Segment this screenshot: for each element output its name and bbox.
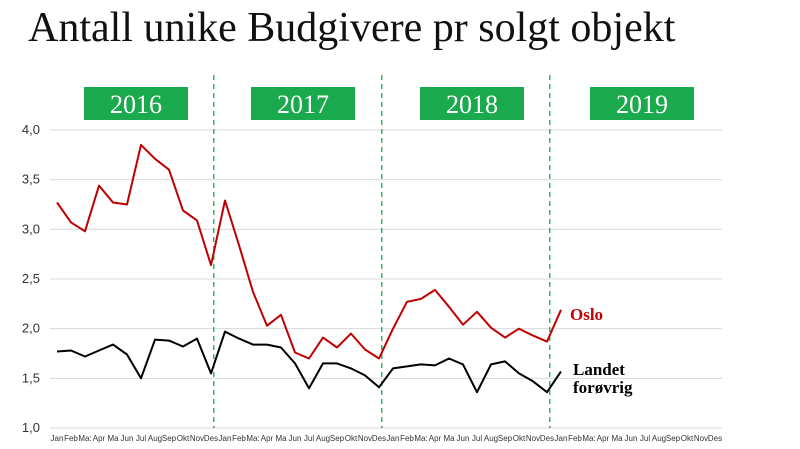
- x-tick-label: Ma: [611, 434, 623, 443]
- x-tick-label: Aug: [484, 434, 498, 443]
- x-tick-label: Okt: [177, 434, 190, 443]
- x-tick-label: Apr: [429, 434, 442, 443]
- x-tick-label: Feb: [568, 434, 582, 443]
- year-box: [251, 87, 355, 120]
- year-box: [420, 87, 524, 120]
- x-tick-label: Jan: [387, 434, 400, 443]
- x-tick-label: Ma:: [414, 434, 427, 443]
- x-tick-label: Jun: [289, 434, 302, 443]
- x-tick-label: Sep: [330, 434, 345, 443]
- x-tick-label: Jul: [136, 434, 146, 443]
- x-tick-label: Des: [372, 434, 386, 443]
- x-tick-label: Aug: [316, 434, 330, 443]
- year-box: [590, 87, 694, 120]
- x-tick-label: Jun: [625, 434, 638, 443]
- y-tick-label: 2,0: [22, 321, 40, 336]
- x-tick-label: Ma: [443, 434, 455, 443]
- year-label: 2017: [277, 90, 329, 119]
- y-tick-label: 4,0: [22, 122, 40, 137]
- x-tick-label: Des: [540, 434, 554, 443]
- landet-label-line2: forøvrig: [573, 378, 633, 397]
- x-tick-label: Sep: [162, 434, 177, 443]
- y-tick-label: 3,0: [22, 221, 40, 236]
- x-tick-label: Feb: [232, 434, 246, 443]
- x-tick-label: Ma:: [582, 434, 595, 443]
- x-tick-label: Jan: [51, 434, 64, 443]
- year-label: 2016: [110, 90, 162, 119]
- x-tick-label: Ma:: [78, 434, 91, 443]
- x-tick-label: Nov: [526, 434, 540, 443]
- x-tick-label: Jul: [640, 434, 650, 443]
- x-tick-label: Okt: [345, 434, 358, 443]
- x-tick-label: Apr: [597, 434, 610, 443]
- x-tick-label: Nov: [358, 434, 372, 443]
- y-tick-label: 2,5: [22, 271, 40, 286]
- x-tick-label: Sep: [498, 434, 513, 443]
- x-tick-label: Aug: [652, 434, 666, 443]
- x-tick-label: Nov: [694, 434, 708, 443]
- x-tick-label: Sep: [666, 434, 681, 443]
- x-tick-label: Jun: [121, 434, 134, 443]
- year-label: 2019: [616, 90, 668, 119]
- landet-label-line1: Landet: [573, 360, 625, 379]
- x-tick-label: Apr: [93, 434, 106, 443]
- oslo-series-line: [56, 143, 562, 360]
- y-tick-label: 1,5: [22, 370, 40, 385]
- y-tick-label: 1,0: [22, 420, 40, 435]
- x-tick-label: Feb: [400, 434, 414, 443]
- oslo-label: Oslo: [570, 305, 603, 324]
- x-tick-label: Ma: [107, 434, 119, 443]
- x-tick-label: Feb: [64, 434, 78, 443]
- y-tick-label: 3,5: [22, 172, 40, 187]
- x-tick-label: Ma: [275, 434, 287, 443]
- x-tick-label: Ma:: [246, 434, 259, 443]
- x-tick-label: Jan: [555, 434, 568, 443]
- x-tick-label: Des: [708, 434, 722, 443]
- year-box: [84, 87, 188, 120]
- x-tick-label: Apr: [261, 434, 274, 443]
- x-tick-label: Jan: [219, 434, 232, 443]
- x-tick-label: Des: [204, 434, 218, 443]
- year-label: 2018: [446, 90, 498, 119]
- x-tick-label: Jun: [457, 434, 470, 443]
- x-tick-label: Okt: [681, 434, 694, 443]
- x-tick-label: Aug: [148, 434, 162, 443]
- x-tick-label: Nov: [190, 434, 204, 443]
- x-tick-label: Jul: [304, 434, 314, 443]
- x-tick-label: Jul: [472, 434, 482, 443]
- x-tick-label: Okt: [513, 434, 526, 443]
- chart-title: Antall unike Budgivere pr solgt objekt: [28, 5, 676, 51]
- landet-series-line: [56, 330, 562, 394]
